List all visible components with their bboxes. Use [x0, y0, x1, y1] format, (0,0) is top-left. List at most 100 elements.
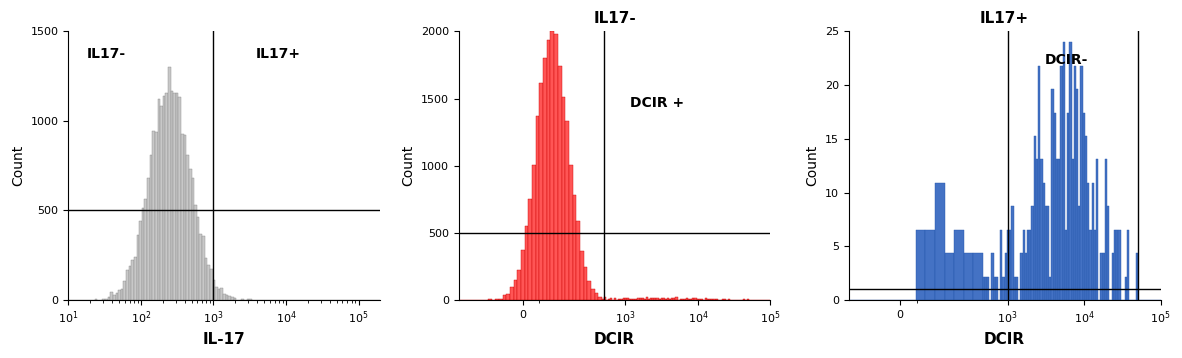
Bar: [658, 299, 661, 300]
Bar: [992, 253, 994, 300]
Bar: [511, 287, 514, 300]
Bar: [108, 297, 110, 300]
Bar: [210, 269, 213, 300]
Bar: [544, 58, 547, 300]
Bar: [532, 165, 535, 300]
Bar: [488, 299, 492, 300]
Bar: [610, 298, 612, 300]
Bar: [604, 297, 605, 300]
Bar: [709, 299, 712, 300]
Bar: [1002, 277, 1005, 300]
Bar: [1080, 66, 1083, 300]
Bar: [639, 298, 642, 300]
Bar: [743, 299, 745, 300]
Bar: [1053, 112, 1056, 300]
Bar: [1038, 66, 1040, 300]
Bar: [110, 292, 113, 300]
Title: IL17+: IL17+: [980, 11, 1030, 26]
Bar: [1116, 230, 1118, 300]
Bar: [675, 297, 677, 300]
Text: DCIR-: DCIR-: [1045, 53, 1089, 67]
Bar: [561, 97, 565, 300]
Bar: [626, 298, 629, 300]
Bar: [1058, 159, 1060, 300]
Bar: [701, 299, 703, 300]
Bar: [684, 299, 686, 300]
Bar: [994, 277, 995, 300]
Bar: [682, 299, 684, 300]
Bar: [1125, 277, 1128, 300]
Bar: [715, 299, 717, 300]
Bar: [1136, 253, 1138, 300]
Bar: [183, 135, 187, 300]
Bar: [197, 217, 200, 300]
Bar: [547, 40, 551, 300]
Bar: [569, 165, 572, 300]
Bar: [1063, 42, 1065, 300]
Bar: [217, 289, 220, 300]
Bar: [129, 266, 131, 300]
Bar: [645, 297, 648, 300]
Bar: [215, 287, 217, 300]
Bar: [228, 296, 230, 300]
Bar: [103, 299, 105, 300]
Bar: [916, 230, 926, 300]
Bar: [495, 299, 499, 300]
Bar: [621, 299, 623, 300]
Text: IL17+: IL17+: [255, 47, 300, 61]
Bar: [722, 299, 725, 300]
Bar: [1034, 136, 1035, 300]
Bar: [1022, 230, 1025, 300]
Bar: [652, 298, 655, 300]
Bar: [223, 294, 226, 300]
Bar: [165, 93, 168, 300]
Bar: [629, 299, 631, 300]
Bar: [664, 299, 667, 300]
Bar: [1043, 183, 1045, 300]
Bar: [1014, 277, 1015, 300]
Bar: [1113, 230, 1116, 300]
Bar: [973, 253, 983, 300]
Bar: [200, 234, 202, 300]
Bar: [1005, 253, 1007, 300]
Bar: [1108, 206, 1110, 300]
Bar: [644, 299, 645, 300]
Bar: [176, 93, 178, 300]
Bar: [105, 299, 108, 300]
Title: IL17-: IL17-: [593, 11, 636, 26]
Bar: [202, 236, 204, 300]
Bar: [1065, 230, 1067, 300]
Bar: [1025, 253, 1027, 300]
Bar: [707, 299, 709, 300]
Bar: [123, 281, 126, 300]
Bar: [1085, 136, 1087, 300]
Bar: [163, 96, 165, 300]
Bar: [1012, 206, 1014, 300]
Bar: [1078, 206, 1080, 300]
Bar: [157, 99, 160, 300]
Bar: [134, 257, 137, 300]
Bar: [204, 258, 207, 300]
Bar: [191, 178, 194, 300]
Bar: [226, 295, 228, 300]
Bar: [518, 270, 521, 300]
Bar: [935, 183, 944, 300]
Text: IL17-: IL17-: [87, 47, 126, 61]
Bar: [712, 299, 714, 300]
Bar: [1118, 230, 1121, 300]
Bar: [926, 230, 935, 300]
Bar: [656, 298, 658, 300]
Bar: [674, 298, 675, 300]
Bar: [1020, 253, 1022, 300]
Bar: [118, 290, 121, 300]
Bar: [525, 226, 528, 300]
Bar: [1007, 230, 1009, 300]
Bar: [521, 250, 525, 300]
Bar: [688, 299, 690, 300]
Bar: [535, 116, 539, 300]
Bar: [580, 251, 584, 300]
Bar: [1032, 206, 1034, 300]
Bar: [1087, 183, 1090, 300]
Bar: [963, 253, 973, 300]
X-axis label: DCIR: DCIR: [985, 332, 1025, 347]
